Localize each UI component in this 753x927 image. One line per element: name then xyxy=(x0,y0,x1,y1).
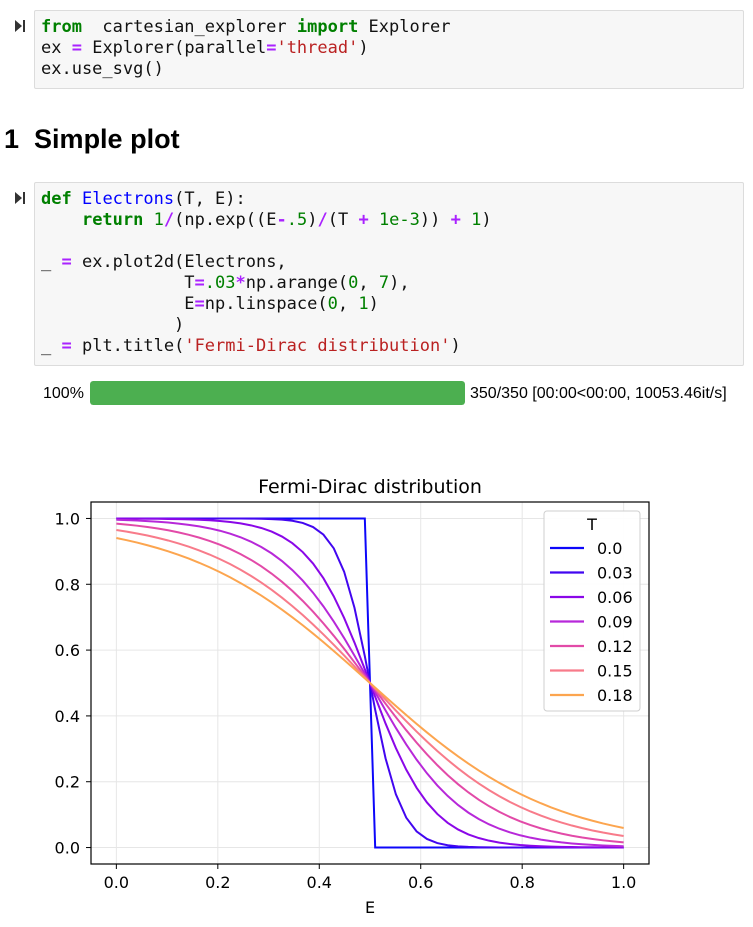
chart-title: Fermi-Dirac distribution xyxy=(258,476,482,498)
x-tick-label: 0.8 xyxy=(509,873,534,892)
code-cell-2[interactable]: def Electrons(T, E): return 1/(np.exp((E… xyxy=(34,182,744,366)
section-number: 1 xyxy=(4,124,20,154)
run-cell-icon[interactable] xyxy=(14,191,26,205)
plot-frame xyxy=(90,501,650,865)
section-title: Simple plot xyxy=(34,124,180,154)
x-tick-label: 0.4 xyxy=(307,873,332,892)
legend-label-0: 0.0 xyxy=(597,539,622,558)
y-tick-label: 0.2 xyxy=(55,773,80,792)
fermi-dirac-chart: 0.0 0.2 0.4 0.6 0.8 1.0 0.0 0.2 0.4 0.6 0.8 1.0 Ferm… xyxy=(55,476,650,917)
x-tick-label: 0.6 xyxy=(408,873,433,892)
y-tick-label: 0.8 xyxy=(55,575,80,594)
series-line-6 xyxy=(116,537,624,829)
x-tick-label: 0.2 xyxy=(205,873,230,892)
progress-widget: 100% 350/350 [00:00<00:00, 10053.46it/s] xyxy=(43,381,743,407)
x-axis-label: E xyxy=(365,898,375,917)
x-tick-label: 1.0 xyxy=(611,873,636,892)
legend-label-1: 0.03 xyxy=(597,564,633,583)
y-tick-label: 0.4 xyxy=(55,707,80,726)
run-cell-icon[interactable] xyxy=(14,19,26,33)
legend-label-3: 0.09 xyxy=(597,613,633,632)
code-cell-1[interactable]: from cartesian_explorer import Explorer … xyxy=(34,10,744,89)
section-heading: 1 Simple plot xyxy=(4,124,180,155)
progress-bar-fill xyxy=(90,381,465,405)
legend-box xyxy=(543,510,641,712)
y-tick-label: 1.0 xyxy=(55,509,80,528)
legend-label-2: 0.06 xyxy=(597,588,633,607)
legend-label-6: 0.18 xyxy=(597,686,633,705)
progress-info: 350/350 [00:00<00:00, 10053.46it/s] xyxy=(470,385,727,402)
progress-bar xyxy=(90,381,465,405)
code-cell-2-source: def Electrons(T, E): return 1/(np.exp((E… xyxy=(41,189,492,356)
y-tick-label: 0.0 xyxy=(55,839,80,858)
legend-label-5: 0.15 xyxy=(597,662,633,681)
legend-label-4: 0.12 xyxy=(597,637,633,656)
code-cell-1-source: from cartesian_explorer import Explorer … xyxy=(41,17,451,79)
x-tick-label: 0.0 xyxy=(104,873,129,892)
y-tick-label: 0.6 xyxy=(55,641,80,660)
legend-title: T xyxy=(586,515,597,534)
progress-percent: 100% xyxy=(43,385,84,402)
